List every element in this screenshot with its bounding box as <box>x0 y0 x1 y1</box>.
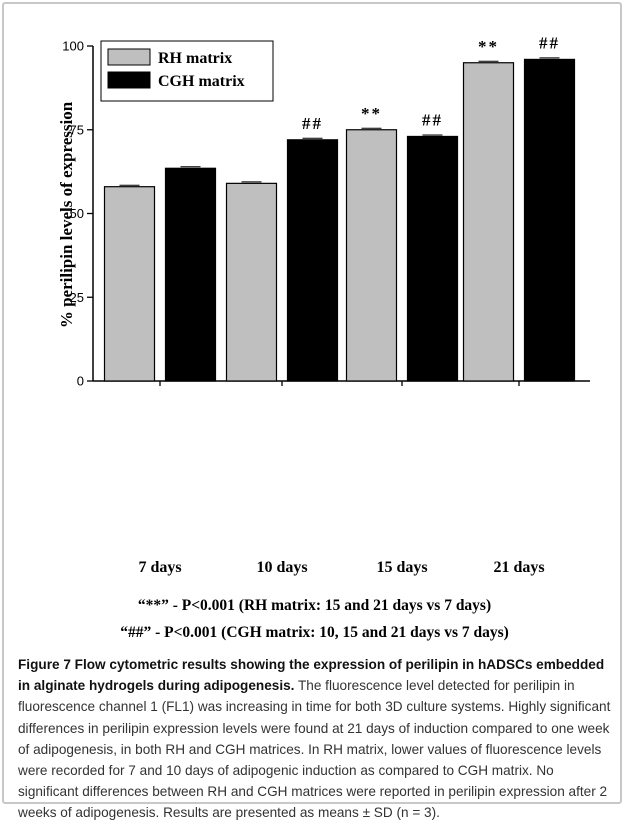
bar-cgh <box>164 167 217 382</box>
chart-bars: ## ** ## ** ## <box>103 33 576 382</box>
bar-rh <box>103 186 156 382</box>
bar-cgh <box>286 139 339 382</box>
legend-swatch <box>107 48 151 66</box>
significance-marker: ## <box>539 33 560 52</box>
bar-rh <box>345 129 398 382</box>
legend-swatch <box>107 71 151 89</box>
legend-label: CGH matrix <box>158 73 245 90</box>
x-tick-label: 7 days <box>138 559 181 576</box>
caption-body: The fluorescence level detected for peri… <box>18 678 611 821</box>
y-tick-label: 75 <box>70 122 84 137</box>
x-tick-label: 10 days <box>256 559 307 576</box>
significance-marker: ## <box>422 110 443 129</box>
significance-marker: ## <box>302 114 323 133</box>
chart-legend: RH matrix CGH matrix <box>100 40 274 102</box>
bar-rh <box>462 62 515 382</box>
y-tick-label: 0 <box>77 374 84 389</box>
caption-title: Figure 7 Flow cytometric results showing… <box>18 657 605 694</box>
y-tick-label: 100 <box>62 39 84 54</box>
significance-note-cgh: “##” - P<0.001 (CGH matrix: 10, 15 and 2… <box>120 624 509 641</box>
x-tick-label: 21 days <box>493 559 544 576</box>
chart-axes: 0 25 50 75 100 7 days 10 days 15 days 21 days <box>62 39 590 576</box>
bar-cgh <box>523 58 576 382</box>
bar-rh <box>225 182 278 382</box>
y-axis-label: % perilipin levels of expression <box>57 101 76 328</box>
significance-marker: ** <box>478 37 499 56</box>
x-tick-label: 15 days <box>376 559 427 576</box>
significance-marker: ** <box>361 104 382 123</box>
bar-chart: 0 25 50 75 100 7 days 10 days 15 days 21 days ##… <box>57 33 590 576</box>
bar-cgh <box>406 135 459 382</box>
significance-note-rh: “**” - P<0.001 (RH matrix: 15 and 21 day… <box>137 597 492 614</box>
figure-caption: Figure 7 Flow cytometric results showing… <box>18 654 614 824</box>
figure-frame <box>2 2 622 804</box>
y-tick-label: 25 <box>70 290 84 305</box>
y-tick-label: 50 <box>70 206 84 221</box>
legend-label: RH matrix <box>158 50 232 67</box>
